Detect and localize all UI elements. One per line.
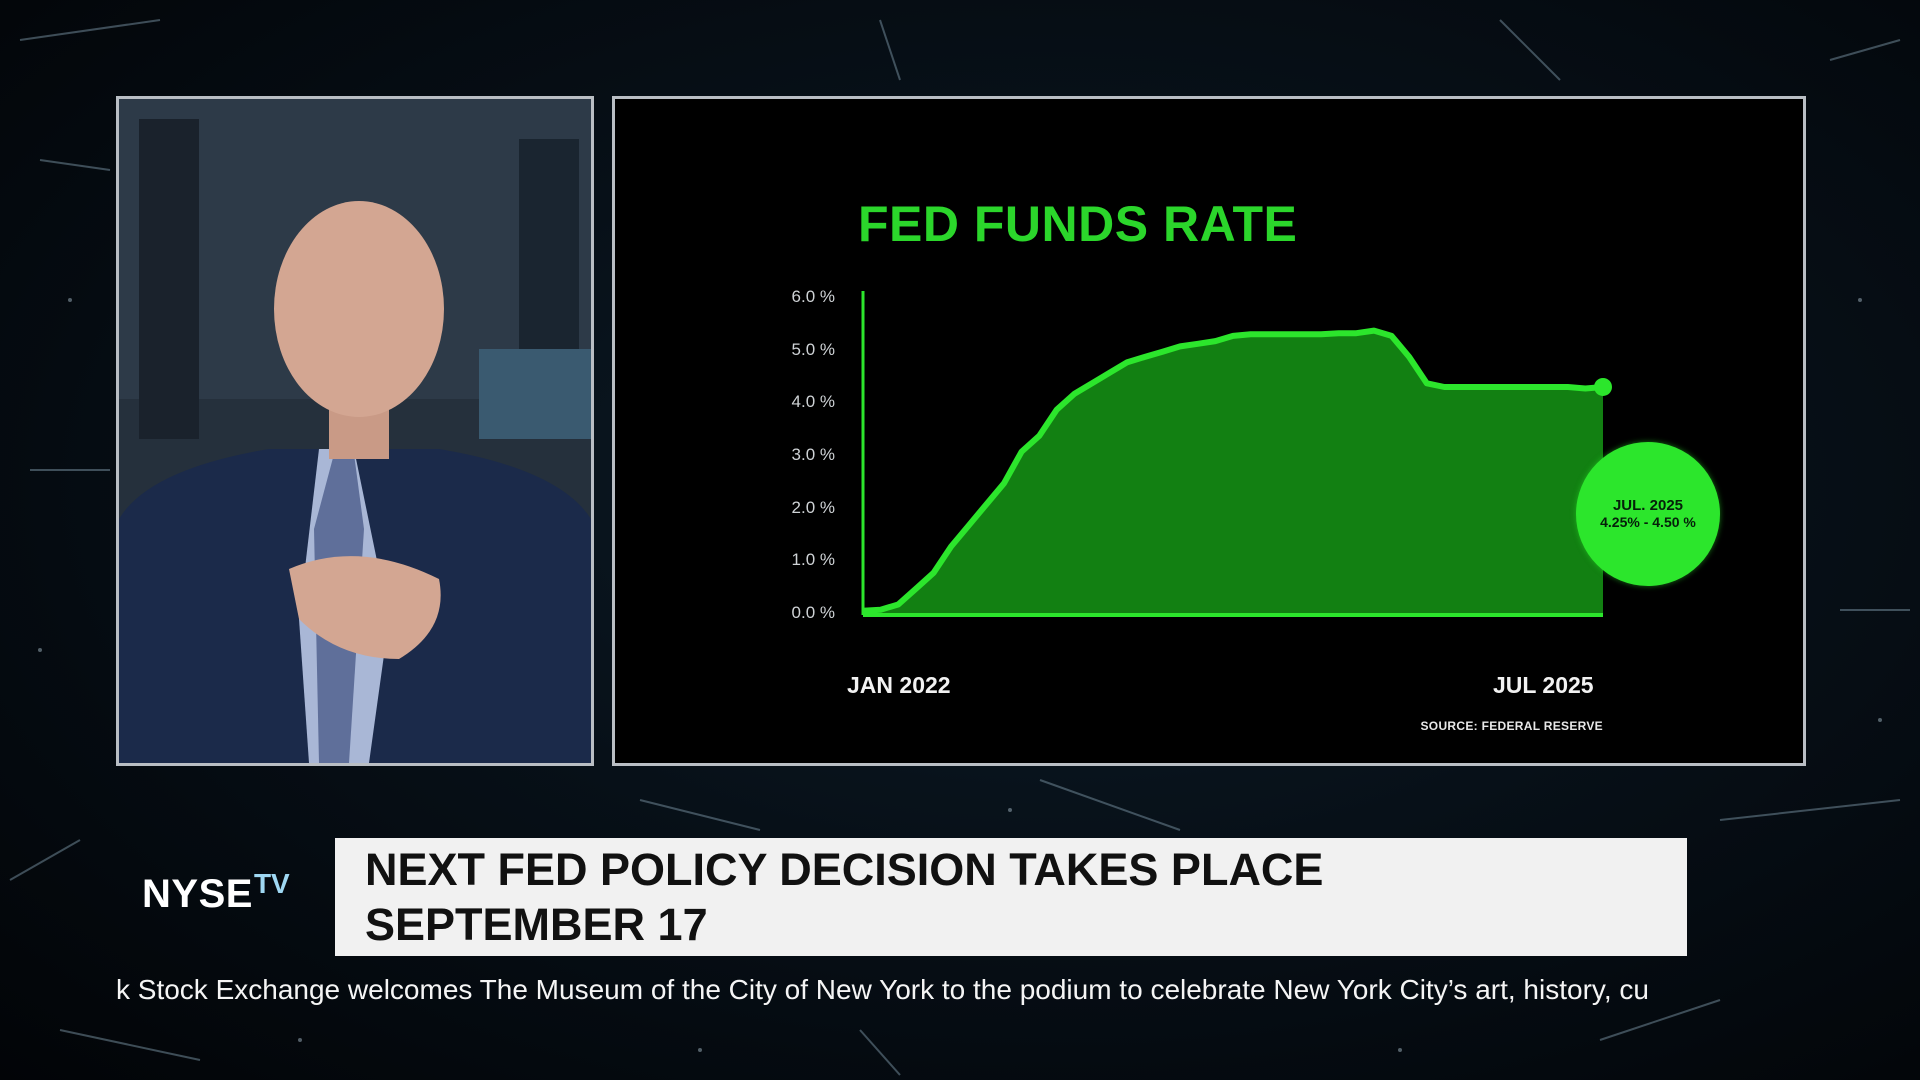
headline-line-1: NEXT FED POLICY DECISION TAKES PLACE <box>365 844 1324 895</box>
latest-rate-point <box>1594 377 1612 396</box>
x-tick-start: JAN 2022 <box>847 672 951 698</box>
chart-source-note: SOURCE: FEDERAL RESERVE <box>1420 719 1603 733</box>
y-tick-label: 3.0 % <box>791 445 835 464</box>
latest-rate-bubble: JUL. 2025 4.25% - 4.50 % <box>1576 442 1720 586</box>
fed-funds-rate-chart: FED FUNDS RATE 0.0 % 1.0 % 2.0 % 3.0 % 4.0 %… <box>612 96 1806 766</box>
y-tick-label: 4.0 % <box>791 392 835 412</box>
bubble-date: JUL. 2025 <box>1612 497 1684 514</box>
x-tick-end: JUL 2025 <box>1493 672 1594 698</box>
y-tick-label: 1.0 % <box>791 550 835 570</box>
logo-sub-text: TV <box>253 868 290 899</box>
chart-title: FED FUNDS RATE <box>858 196 1298 252</box>
headline-line-2: SEPTEMBER 17 <box>365 899 708 950</box>
rate-area-fill <box>863 330 1603 615</box>
logo-main-text: NYSE <box>142 872 253 916</box>
y-tick-label: 6.0 % <box>791 287 835 306</box>
guest-video-image <box>119 99 591 763</box>
news-ticker: k Stock Exchange welcomes The Museum of … <box>116 968 1806 1014</box>
y-tick-label: 5.0 % <box>791 339 835 359</box>
y-tick-label: 2.0 % <box>791 497 835 517</box>
ticker-text: k Stock Exchange welcomes The Museum of … <box>116 974 1649 1005</box>
headline-bar: NEXT FED POLICY DECISION TAKES PLACE SEP… <box>335 838 1687 956</box>
guest-video-feed <box>116 96 594 766</box>
chart-plot-area <box>861 291 1612 617</box>
nyse-tv-logo: NYSETV <box>142 868 290 932</box>
rate-series-line <box>862 327 1604 614</box>
bubble-range: 4.25% - 4.50 % <box>1600 514 1696 530</box>
y-tick-label: 0.0 % <box>791 603 835 622</box>
